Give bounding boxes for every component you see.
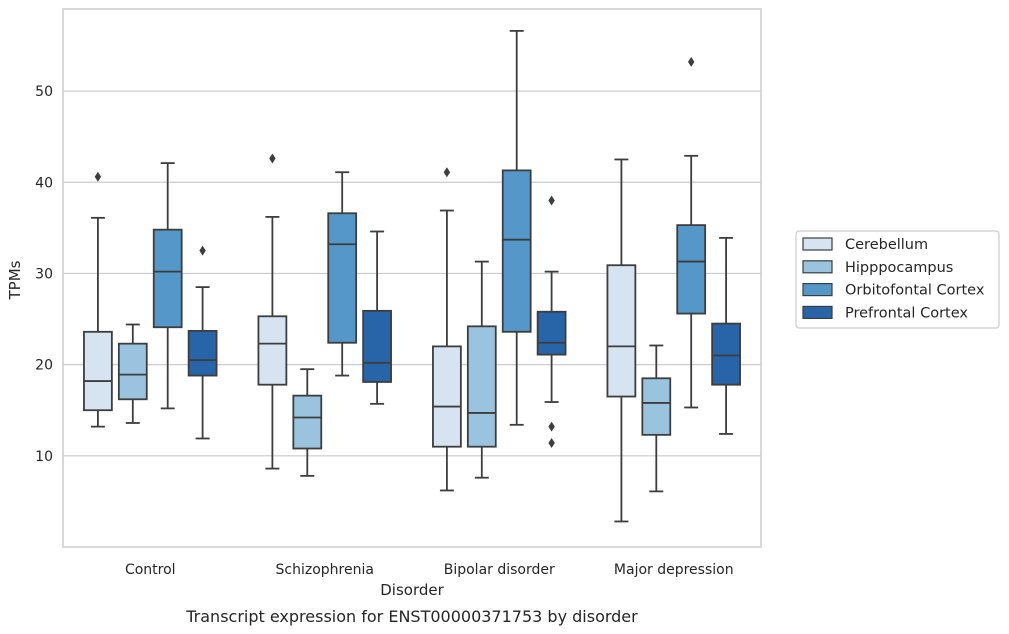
box-2-3 [676, 56, 707, 409]
box-1-3 [641, 344, 672, 493]
x-tick-label: Control [125, 562, 176, 578]
y-axis-title: TPMs [6, 260, 24, 300]
legend: Cerebellum Hipppocampus Orbitofontal Corte… [795, 230, 1000, 329]
outlier-point [199, 245, 206, 256]
legend-label: Prefrontal Cortex [845, 305, 968, 321]
y-tick-label: 20 [35, 358, 53, 374]
legend-swatch [802, 237, 833, 251]
outlier-point [269, 153, 276, 164]
y-tick-label: 40 [35, 175, 53, 191]
outlier-point [688, 56, 695, 67]
iqr-box [711, 322, 741, 386]
x-tick-label: Schizophrenia [276, 562, 374, 578]
iqr-box [257, 315, 288, 386]
outlier-point [443, 167, 451, 178]
iqr-box [327, 212, 358, 344]
iqr-box [292, 394, 323, 450]
iqr-box [536, 310, 567, 356]
iqr-box [117, 342, 148, 401]
y-tick-labels: 10 20 30 40 50 [35, 84, 53, 465]
boxes-layer [83, 29, 741, 523]
iqr-box [83, 330, 113, 412]
y-tick-label: 50 [35, 84, 53, 100]
box-0-0 [83, 171, 113, 428]
outlier-point [94, 171, 102, 182]
iqr-box [187, 329, 218, 377]
iqr-box [641, 377, 672, 436]
x-tick-label: Major depression [614, 562, 734, 578]
box-0-2 [432, 167, 462, 492]
box-3-2 [536, 195, 567, 449]
legend-frame [795, 230, 1000, 329]
outlier-point [548, 195, 555, 206]
y-tick-label: 30 [35, 266, 53, 282]
box-3-3 [711, 236, 741, 435]
x-tick-labels: Control Schizophrenia Bipolar disorder Majo… [125, 562, 734, 578]
iqr-box [676, 224, 707, 315]
iqr-box [466, 325, 497, 448]
outlier-point [548, 421, 555, 432]
legend-swatch [802, 283, 833, 297]
iqr-box [152, 228, 183, 329]
legend-label: Hipppocampus [845, 260, 953, 276]
box-1-0 [117, 323, 148, 424]
iqr-box [501, 169, 532, 333]
box-1-1 [292, 368, 323, 477]
iqr-box [432, 345, 462, 448]
chart-caption: Transcript expression for ENST0000037175… [185, 607, 638, 626]
box-3-1 [362, 230, 392, 405]
plot-area-frame [62, 8, 762, 548]
outlier-point [548, 438, 555, 449]
x-axis-title: Disorder [380, 581, 444, 599]
box-2-2 [501, 29, 532, 426]
y-tick-label: 10 [35, 449, 53, 465]
box-2-0 [152, 162, 183, 410]
box-0-3 [606, 158, 637, 523]
iqr-box [362, 309, 392, 383]
box-1-2 [466, 260, 497, 479]
iqr-box [606, 264, 637, 398]
legend-label: Orbitofontal Cortex [845, 283, 985, 299]
legend-swatch [802, 260, 833, 274]
legend-label: Cerebellum [845, 237, 928, 253]
legend-swatch [802, 305, 833, 319]
x-tick-label: Bipolar disorder [444, 562, 555, 578]
box-0-1 [257, 153, 288, 470]
box-2-1 [327, 171, 358, 377]
box-3-0 [187, 245, 218, 440]
